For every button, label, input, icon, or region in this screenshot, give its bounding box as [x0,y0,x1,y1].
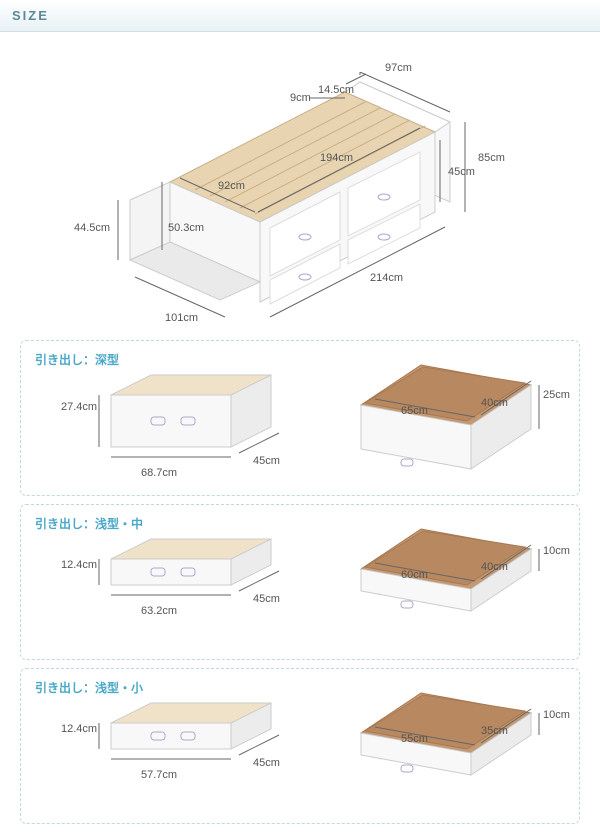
dim-9: 9cm [290,92,311,104]
dim-inner-h: 10cm [543,709,570,721]
dim-outer-w: 68.7cm [141,467,177,479]
size-title: SIZE [12,8,49,23]
drawer-panel-0: 引き出し：深型 27.4cm68.7cm45cm65cm4 [20,340,580,496]
dim-44-5: 44.5cm [74,222,110,234]
dim-45: 45cm [448,166,475,178]
dim-inner-w: 65cm [401,405,428,417]
dim-inner-w: 55cm [401,733,428,745]
drawer-open [331,683,561,823]
dim-214: 214cm [370,272,403,284]
dim-85: 85cm [478,152,505,164]
dim-outer-h: 12.4cm [61,559,97,571]
size-header: SIZE [0,0,600,32]
dim-inner-d: 35cm [481,725,508,737]
dim-outer-h: 27.4cm [61,401,97,413]
dim-50-3: 50.3cm [168,222,204,234]
dim-inner-h: 10cm [543,545,570,557]
dim-outer-w: 63.2cm [141,605,177,617]
drawer-panel-2: 引き出し：浅型・小 12.4cm57.7cm45cm55c [20,668,580,824]
dim-92: 92cm [218,180,245,192]
dim-101: 101cm [165,312,198,324]
drawer-open [331,519,561,659]
dim-outer-d: 45cm [253,455,280,467]
dim-inner-d: 40cm [481,397,508,409]
drawers-container: 引き出し：深型 27.4cm68.7cm45cm65cm4 [0,340,600,824]
dim-outer-d: 45cm [253,757,280,769]
dim-14-5: 14.5cm [318,84,354,96]
dim-inner-w: 60cm [401,569,428,581]
drawer-panel-1: 引き出し：浅型・中 12.4cm63.2cm45cm60c [20,504,580,660]
bed-iso-svg [110,72,510,332]
drawer-closed [81,365,291,495]
dim-outer-w: 57.7cm [141,769,177,781]
dim-97: 97cm [385,62,412,74]
dim-outer-d: 45cm [253,593,280,605]
dim-194: 194cm [320,152,353,164]
dim-outer-h: 12.4cm [61,723,97,735]
bed-diagram: 97cm 14.5cm 9cm 85cm 92cm 194cm 45cm 44.… [0,32,600,332]
dim-inner-h: 25cm [543,389,570,401]
drawer-open [331,355,561,495]
dim-inner-d: 40cm [481,561,508,573]
